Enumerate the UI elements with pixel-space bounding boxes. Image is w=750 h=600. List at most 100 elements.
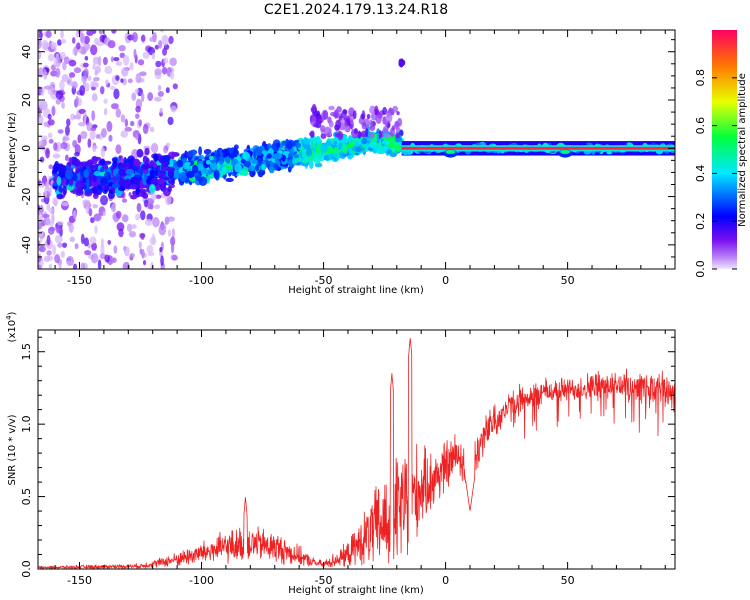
spectrogram-cell (118, 169, 125, 177)
spectrogram-cell (147, 251, 155, 257)
spectrogram-cell (189, 149, 198, 156)
spectrogram-cell (142, 259, 147, 266)
spectrogram-cell (158, 224, 167, 236)
spectrogram-cell (167, 185, 172, 193)
spectrogram-cell (38, 115, 44, 126)
spectrogram-cell (61, 179, 66, 186)
spectrogram-xtick-label: -50 (315, 274, 333, 287)
spectrogram-cell (62, 61, 67, 71)
spectrogram-cell (58, 259, 62, 269)
colorbar-bar (712, 30, 737, 269)
spectrogram-cell (384, 134, 391, 139)
spectrogram-cell (165, 87, 170, 94)
spectrogram-cell (311, 103, 317, 113)
spectrogram-cell (53, 142, 58, 151)
spectrogram-cell (136, 168, 145, 174)
spectrogram-cell (140, 34, 146, 43)
snr-series-line (38, 337, 675, 569)
snr-ylabel: SNR (10 * v/v) (7, 414, 18, 485)
spectrogram-cell (320, 143, 328, 153)
snr-xtick-label: 0 (442, 574, 449, 587)
spectrogram-cell (61, 102, 65, 109)
spectrogram-cell (54, 254, 61, 264)
spectrogram-cell (65, 154, 69, 162)
spectrogram-cell (119, 52, 126, 59)
spectrogram-cell (81, 75, 88, 83)
spectrogram-cell (61, 74, 69, 83)
spectrogram-cell (198, 155, 205, 160)
spectrogram-cell (56, 39, 62, 46)
spectrogram-cell (172, 83, 178, 90)
spectrogram-cell (118, 186, 126, 192)
spectrogram-cell (399, 60, 404, 67)
spectrogram-cell (606, 150, 613, 155)
spectrogram-cell (396, 111, 400, 116)
spectrogram-cell (99, 86, 105, 95)
spectrogram-cell (112, 201, 116, 213)
spectrogram-cell (39, 204, 44, 216)
spectrogram-cell (107, 179, 115, 184)
spectrogram-cell (90, 253, 99, 264)
spectrogram-cell (73, 67, 82, 74)
spectrogram-cell (100, 146, 105, 158)
spectrogram-cell (302, 138, 311, 144)
spectrogram-cell (53, 58, 58, 69)
spectrogram-cell (66, 255, 75, 267)
spectrogram-cell (118, 178, 126, 187)
spectrogram-cell (384, 120, 388, 127)
spectrogram-cell (171, 228, 175, 239)
spectrogram-ytick-label: 20 (20, 93, 33, 107)
spectrogram-cell (111, 182, 119, 189)
spectrogram-cell (308, 132, 314, 137)
spectrogram-cell (79, 85, 86, 96)
spectrogram-cell (234, 163, 242, 173)
spectrogram-cell (62, 242, 68, 248)
spectrogram-xtick-label: -150 (67, 274, 92, 287)
spectrogram-cell (176, 159, 184, 168)
spectrogram-cell (131, 165, 138, 170)
spectrogram-cell (104, 254, 110, 263)
spectrogram-cell (185, 161, 191, 166)
spectrogram-cell (360, 130, 368, 138)
spectrogram-cell (337, 130, 344, 141)
spectrogram-cell (128, 192, 132, 197)
spectrogram-cell (89, 236, 97, 244)
spectrogram-cell (75, 95, 79, 107)
spectrogram-cell (76, 42, 81, 50)
spectrogram-cell (399, 129, 404, 136)
spectrogram-cell (39, 156, 45, 163)
spectrogram-cell (325, 139, 332, 146)
spectrogram-cell (202, 168, 209, 173)
spectrogram-cell (178, 171, 187, 182)
spectrogram-cell (209, 161, 217, 170)
spectrogram-cell (91, 110, 96, 121)
spectrogram-cell (92, 175, 97, 183)
spectrogram-cell (75, 180, 83, 190)
spectrogram-cell (395, 144, 401, 153)
spectrogram-cell (268, 166, 275, 174)
spectrogram-cell (103, 108, 108, 116)
spectrogram-cell (168, 151, 177, 158)
spectrogram-cell (120, 114, 126, 123)
spectrogram-cell (45, 148, 50, 159)
spectrogram-cell (295, 142, 301, 149)
spectrogram-cell (69, 236, 75, 243)
spectrogram-cell (143, 167, 149, 176)
spectrogram-cell (127, 78, 133, 84)
spectrogram-cell (165, 194, 172, 206)
spectrogram-cell (265, 159, 271, 169)
spectrogram-cell (254, 146, 263, 154)
spectrogram-panel: -150 -100 -50 0 50 -40 -20 0 20 40 Height of stra… (7, 29, 676, 296)
spectrogram-cell (47, 119, 55, 126)
snr-xtick-label: -50 (315, 574, 333, 587)
spectrogram-cell (103, 160, 112, 165)
spectrogram-cell (108, 134, 113, 142)
spectrogram-cell (170, 105, 177, 113)
spectrogram-cell (95, 134, 101, 139)
spectrogram-cell (254, 164, 260, 172)
spectrogram-xtick-label: 50 (561, 274, 575, 287)
spectrogram-cell (110, 56, 114, 63)
spectrogram-cell (38, 50, 42, 60)
spectrogram-cell (198, 146, 203, 156)
spectrogram-cell (71, 81, 78, 89)
